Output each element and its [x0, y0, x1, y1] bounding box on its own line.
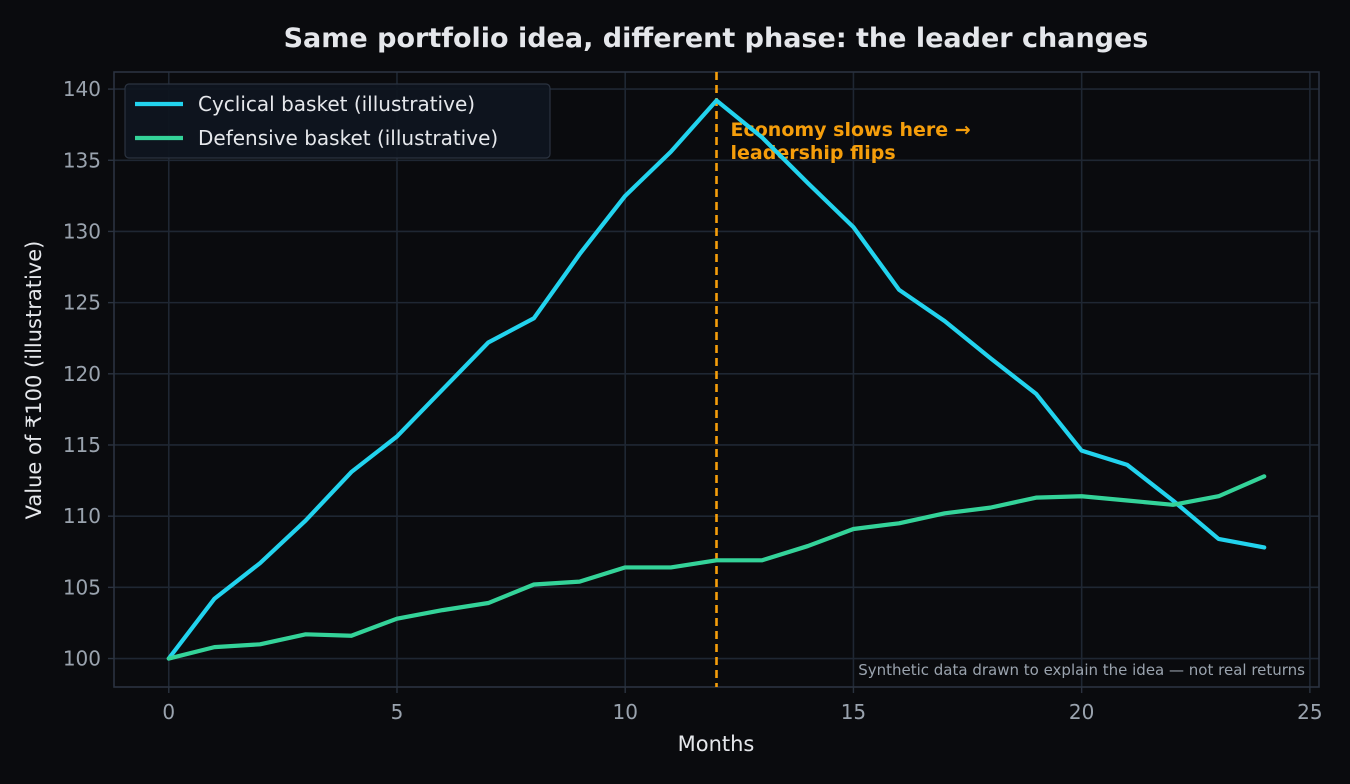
y-tick-label: 130	[63, 219, 101, 243]
series-line-cyclical	[166, 98, 1267, 661]
y-tick-label: 140	[63, 77, 101, 101]
y-tick-label: 125	[63, 291, 101, 315]
y-tick-label: 115	[63, 433, 101, 457]
y-tick-label: 135	[63, 148, 101, 172]
footnote: Synthetic data drawn to explain the idea…	[858, 661, 1305, 679]
y-tick-label: 110	[63, 504, 101, 528]
x-axis-label: Months	[678, 732, 755, 756]
y-tick-label: 105	[63, 575, 101, 599]
x-tick-label: 10	[612, 700, 637, 724]
y-tick-label: 120	[63, 362, 101, 386]
series-line-defensive	[166, 474, 1267, 661]
legend: Cyclical basket (illustrative) Defensive …	[124, 83, 551, 159]
y-axis-label: Value of ₹100 (illustrative)	[22, 241, 46, 520]
x-tick-label: 15	[841, 700, 866, 724]
series-layer	[166, 98, 1267, 661]
y-tick-label: 100	[63, 647, 101, 671]
chart-title: Same portfolio idea, different phase: th…	[284, 23, 1149, 54]
x-tick-label: 20	[1069, 700, 1094, 724]
x-tick-label: 5	[391, 700, 404, 724]
legend-label: Cyclical basket (illustrative)	[198, 92, 475, 116]
legend-box	[124, 83, 551, 159]
annotation-text: leadership flips	[731, 142, 896, 164]
annotation-text: Economy slows here →	[731, 119, 971, 141]
axes: 0 5 10 15 20 25 100 105 110 115 120 125 130 135 140	[63, 71, 1323, 724]
legend-label: Defensive basket (illustrative)	[198, 126, 498, 150]
x-tick-label: 25	[1297, 700, 1322, 724]
x-tick-label: 0	[162, 700, 175, 724]
